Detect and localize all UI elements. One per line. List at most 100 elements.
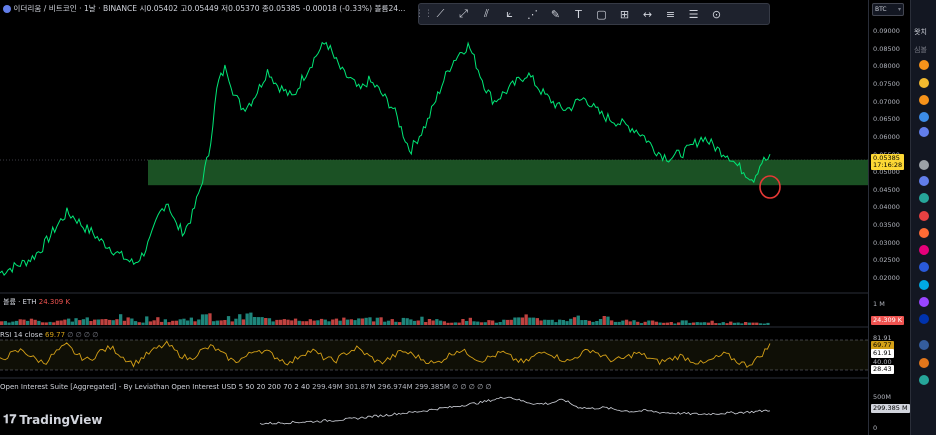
text-icon[interactable]: T <box>575 7 582 21</box>
rsi-axis-tag: 28.43 <box>871 365 894 374</box>
volume-bar <box>539 320 543 325</box>
volume-bar <box>0 321 4 325</box>
volume-bar <box>3 321 7 325</box>
volume-bar <box>22 319 26 325</box>
watchlist-coin-icon[interactable] <box>919 314 929 324</box>
volume-bar <box>245 313 249 325</box>
watchlist-title[interactable]: 왓치 <box>914 28 927 36</box>
volume-bar <box>639 323 644 325</box>
volume-bar <box>301 321 305 325</box>
rsi-legend[interactable]: RSI 14 close 69.77 ∅ ∅ ∅ ∅ <box>0 331 98 339</box>
watchlist-coin-icon[interactable] <box>919 262 929 272</box>
settings-icon[interactable]: ⊙ <box>711 7 722 21</box>
watchlist-coin-icon[interactable] <box>919 193 929 203</box>
symbol-legend[interactable]: 이더리움 / 비트코인 · 1날 · BINANCE 시0.05402 고0.0… <box>3 3 405 14</box>
oi-legend[interactable]: Open Interest Suite [Aggregated] - By Le… <box>0 383 491 391</box>
volume-bar <box>383 321 387 325</box>
symbol-title[interactable]: 이더리움 / 비트코인 · 1날 · BINANCE <box>13 4 138 13</box>
rsi-extra: ∅ ∅ ∅ ∅ <box>67 331 99 339</box>
volume-bar <box>435 319 439 325</box>
watchlist-coin-icon[interactable] <box>919 297 929 307</box>
price-axis-tick: 0.09000 <box>873 27 900 35</box>
volume-bar <box>520 317 525 325</box>
watchlist-coin-icon[interactable] <box>919 375 929 385</box>
volume-bar <box>372 321 376 325</box>
volume-bar <box>319 318 324 325</box>
trendline-icon[interactable]: ⟋ <box>436 7 445 20</box>
volume-bar <box>78 320 82 325</box>
drawing-toolbar[interactable]: ⋮⋮ ⟋ ⤢ ⫽ ⟀ ⋰ ✎ T ▢ ⊞ ↔ ≡ ☰ ⊙ <box>415 3 770 25</box>
watchlist-coin-icon[interactable] <box>919 228 929 238</box>
watchlist-coin-icon[interactable] <box>919 340 929 350</box>
volume-bar <box>249 312 253 325</box>
brush-icon[interactable]: ✎ <box>550 7 561 21</box>
highlight-circle-annotation[interactable] <box>759 175 781 199</box>
volume-bar <box>424 322 428 325</box>
volume-bar <box>412 320 417 325</box>
watchlist-coin-icon[interactable] <box>919 280 929 290</box>
volume-axis-tick: 1 M <box>873 300 885 308</box>
watchlist-coin-icon[interactable] <box>919 160 929 170</box>
watchlist-coin-icon[interactable] <box>919 127 929 137</box>
volume-bar <box>747 322 751 325</box>
chart-area[interactable] <box>0 0 868 435</box>
volume-bar <box>156 317 160 325</box>
watchlist-coin-icon[interactable] <box>919 176 929 186</box>
watchlist-coin-icon[interactable] <box>919 211 929 221</box>
volume-bar <box>223 320 227 325</box>
volume-legend[interactable]: 볼륨 · ETH 24.309 K <box>3 297 70 307</box>
ray-icon[interactable]: ⤢ <box>459 7 468 20</box>
watchlist-coin-icon[interactable] <box>919 245 929 255</box>
watchlist-panel[interactable]: 왓치 심볼 <box>910 0 936 435</box>
volume-bar <box>725 323 729 325</box>
watchlist-coin-icon[interactable] <box>919 358 929 368</box>
volume-bar <box>632 320 636 325</box>
price-axis-tick: 0.06500 <box>873 115 900 124</box>
volume-bar <box>122 320 127 325</box>
volume-bar <box>342 317 346 325</box>
volume-bar <box>368 317 372 325</box>
symbol-column-header[interactable]: 심볼 <box>914 46 927 54</box>
watchlist-coin-icon[interactable] <box>919 60 929 70</box>
volume-bar <box>409 319 413 325</box>
volume-bar <box>654 321 658 325</box>
path-icon[interactable]: ⋰ <box>527 7 538 21</box>
rsi-value: 69.77 <box>45 331 66 339</box>
volume-bar <box>565 321 569 325</box>
volume-bar <box>572 317 577 325</box>
grip-icon[interactable]: ⋮⋮ <box>415 9 433 19</box>
gann-icon[interactable]: ☰ <box>688 7 699 21</box>
price-axis-tick: 0.07500 <box>873 79 900 88</box>
volume-bar <box>744 322 748 325</box>
pitchfork-icon[interactable]: ⟀ <box>506 7 513 20</box>
volume-bar <box>141 322 145 325</box>
volume-bar <box>197 319 201 325</box>
current-price-tag: 0.05385 17:16:28 <box>871 154 905 170</box>
rsi-current-tag: 69.77 <box>871 341 894 350</box>
volume-bar <box>643 321 647 325</box>
volume-bar <box>740 323 744 325</box>
volume-bar <box>665 322 670 325</box>
watchlist-coin-icon[interactable] <box>919 95 929 105</box>
volume-bar <box>260 317 264 325</box>
volume-bar <box>751 322 755 325</box>
volume-bar <box>252 317 257 325</box>
volume-bar <box>48 321 52 325</box>
tradingview-logo[interactable]: 𝟏𝟕 TradingView <box>3 412 103 427</box>
compare-symbol-select[interactable]: BTC ▾ <box>872 3 904 16</box>
watchlist-coin-icon[interactable] <box>919 112 929 122</box>
long-position-icon[interactable]: ⊞ <box>619 7 630 21</box>
volume-bar <box>59 320 63 325</box>
open-interest-line <box>259 396 771 425</box>
volume-bar <box>163 319 167 325</box>
parallel-channel-icon[interactable]: ⫽ <box>484 7 489 20</box>
price-axis[interactable]: 0.09000 0.08500 0.08000 0.07500 0.07000 0.065… <box>868 0 911 435</box>
fib-icon[interactable]: ≡ <box>665 7 676 21</box>
rectangle-icon[interactable]: ▢ <box>596 7 607 21</box>
volume-bar <box>230 321 234 325</box>
date-range-icon[interactable]: ↔ <box>642 7 653 21</box>
volume-bar <box>331 319 335 325</box>
volume-bar <box>535 318 539 325</box>
watchlist-coin-icon[interactable] <box>919 78 929 88</box>
support-zone-rectangle[interactable] <box>148 159 868 186</box>
